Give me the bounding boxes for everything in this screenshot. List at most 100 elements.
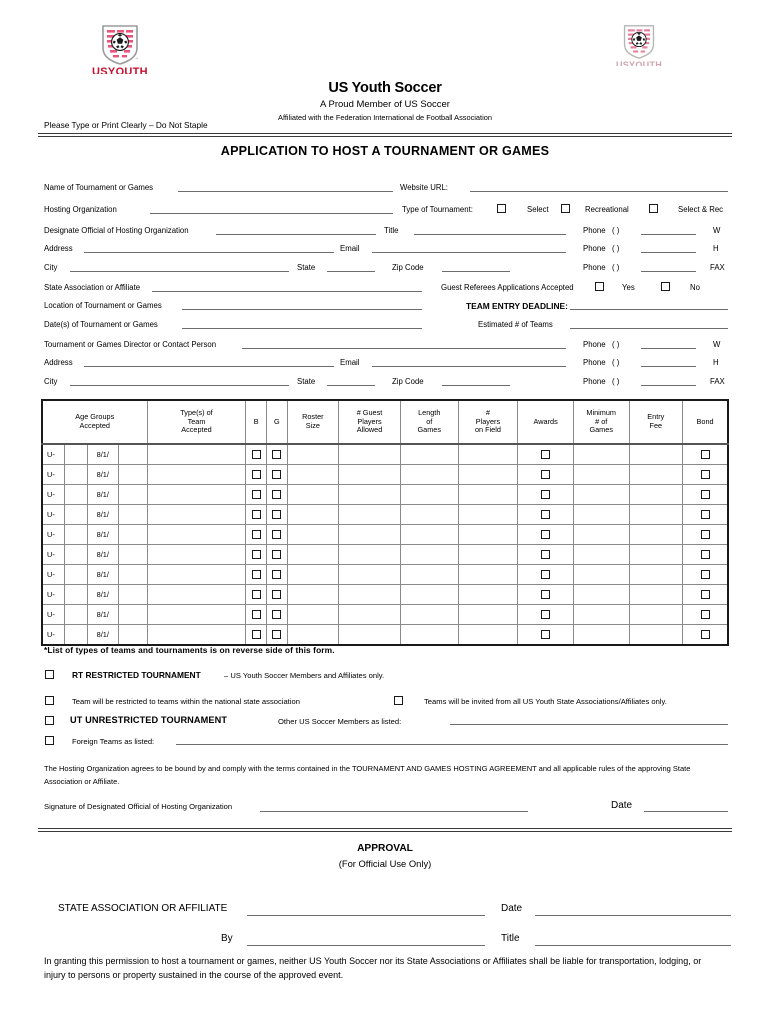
cell-girls-checkbox[interactable] bbox=[272, 470, 282, 480]
cell-bond-checkbox[interactable] bbox=[700, 610, 710, 620]
cell-date-value[interactable] bbox=[117, 564, 148, 585]
cell-girls-checkbox[interactable] bbox=[272, 510, 282, 520]
cell-age-value[interactable] bbox=[64, 524, 88, 545]
cell-date-value[interactable] bbox=[117, 584, 148, 605]
director-phone-area-code-fax[interactable]: ( ) bbox=[612, 377, 620, 386]
cell-awards[interactable] bbox=[517, 484, 574, 505]
cell-minimum-games[interactable] bbox=[572, 544, 630, 565]
cell-length-of-games[interactable] bbox=[399, 544, 459, 565]
cell-entry-fee[interactable] bbox=[628, 484, 684, 505]
input-approval-by[interactable] bbox=[247, 945, 485, 946]
cell-boys-checkbox[interactable] bbox=[251, 570, 261, 580]
cell-players-on-field[interactable] bbox=[457, 584, 519, 605]
cell-type-of-team[interactable] bbox=[146, 524, 247, 545]
cell-players-on-field[interactable] bbox=[457, 544, 519, 565]
cell-roster-size[interactable] bbox=[286, 604, 340, 625]
cell-awards-checkbox[interactable] bbox=[541, 530, 551, 540]
phone-area-code-fax[interactable]: ( ) bbox=[612, 263, 620, 272]
table-row[interactable]: U- 8/1/ bbox=[41, 624, 729, 646]
cell-minimum-games[interactable] bbox=[572, 604, 630, 625]
table-row[interactable]: U- 8/1/ bbox=[41, 443, 729, 465]
input-org-state[interactable] bbox=[327, 271, 375, 272]
input-org-city[interactable] bbox=[70, 271, 289, 272]
phone-area-code-work[interactable]: ( ) bbox=[612, 226, 620, 235]
cell-type-of-team[interactable] bbox=[146, 484, 247, 505]
cell-boys-checkbox[interactable] bbox=[251, 610, 261, 620]
cell-length-of-games[interactable] bbox=[399, 564, 459, 585]
cell-minimum-games[interactable] bbox=[572, 584, 630, 605]
input-signature-designated-official[interactable] bbox=[260, 811, 528, 812]
cell-minimum-games[interactable] bbox=[572, 464, 630, 485]
cell-date-value[interactable] bbox=[117, 464, 148, 485]
input-location-of-tournament[interactable] bbox=[182, 309, 422, 310]
cell-girls-checkbox[interactable] bbox=[272, 530, 282, 540]
cell-guest-players[interactable] bbox=[338, 443, 401, 465]
cell-type-of-team[interactable] bbox=[146, 504, 247, 525]
cell-bond[interactable] bbox=[682, 464, 729, 485]
cell-age-value[interactable] bbox=[64, 604, 88, 625]
cell-girls[interactable] bbox=[266, 524, 288, 545]
cell-roster-size[interactable] bbox=[286, 443, 340, 465]
cell-boys[interactable] bbox=[245, 544, 268, 565]
input-designate-official[interactable] bbox=[216, 234, 376, 235]
cell-roster-size[interactable] bbox=[286, 624, 340, 646]
cell-type-of-team[interactable] bbox=[146, 464, 247, 485]
cell-boys[interactable] bbox=[245, 564, 268, 585]
cell-awards[interactable] bbox=[517, 624, 574, 646]
cell-girls[interactable] bbox=[266, 604, 288, 625]
cell-players-on-field[interactable] bbox=[457, 443, 519, 465]
cell-length-of-games[interactable] bbox=[399, 484, 459, 505]
cell-roster-size[interactable] bbox=[286, 464, 340, 485]
checkbox-guest-referees-yes[interactable] bbox=[595, 282, 604, 291]
cell-awards-checkbox[interactable] bbox=[541, 510, 551, 520]
cell-bond[interactable] bbox=[682, 564, 729, 585]
cell-entry-fee[interactable] bbox=[628, 443, 684, 465]
cell-length-of-games[interactable] bbox=[399, 443, 459, 465]
table-row[interactable]: U- 8/1/ bbox=[41, 464, 729, 485]
cell-players-on-field[interactable] bbox=[457, 484, 519, 505]
input-org-email[interactable] bbox=[372, 252, 566, 253]
cell-bond[interactable] bbox=[682, 524, 729, 545]
director-phone-area-code-work[interactable]: ( ) bbox=[612, 340, 620, 349]
input-phone-home[interactable] bbox=[641, 252, 696, 253]
cell-minimum-games[interactable] bbox=[572, 443, 630, 465]
cell-type-of-team[interactable] bbox=[146, 604, 247, 625]
cell-awards[interactable] bbox=[517, 584, 574, 605]
cell-girls[interactable] bbox=[266, 504, 288, 525]
cell-roster-size[interactable] bbox=[286, 544, 340, 565]
phone-area-code-home[interactable]: ( ) bbox=[612, 244, 620, 253]
cell-boys-checkbox[interactable] bbox=[251, 490, 261, 500]
cell-boys[interactable] bbox=[245, 504, 268, 525]
cell-guest-players[interactable] bbox=[338, 544, 401, 565]
table-row[interactable]: U- 8/1/ bbox=[41, 544, 729, 565]
cell-date-value[interactable] bbox=[117, 604, 148, 625]
input-phone-work[interactable] bbox=[641, 234, 696, 235]
cell-type-of-team[interactable] bbox=[146, 544, 247, 565]
cell-type-of-team[interactable] bbox=[146, 584, 247, 605]
input-hosting-organization[interactable] bbox=[150, 213, 393, 214]
cell-girls[interactable] bbox=[266, 484, 288, 505]
cell-girls[interactable] bbox=[266, 443, 288, 465]
cell-type-of-team[interactable] bbox=[146, 443, 247, 465]
cell-date-value[interactable] bbox=[117, 524, 148, 545]
cell-entry-fee[interactable] bbox=[628, 504, 684, 525]
cell-girls[interactable] bbox=[266, 464, 288, 485]
cell-players-on-field[interactable] bbox=[457, 524, 519, 545]
cell-boys[interactable] bbox=[245, 524, 268, 545]
checkbox-tournament-type-select[interactable] bbox=[497, 204, 506, 213]
cell-awards-checkbox[interactable] bbox=[541, 630, 551, 640]
cell-awards[interactable] bbox=[517, 504, 574, 525]
cell-length-of-games[interactable] bbox=[399, 604, 459, 625]
cell-players-on-field[interactable] bbox=[457, 464, 519, 485]
cell-date-value[interactable] bbox=[117, 544, 148, 565]
table-row[interactable]: U- 8/1/ bbox=[41, 484, 729, 505]
checkbox-tournament-type-recreational[interactable] bbox=[561, 204, 570, 213]
input-director-address[interactable] bbox=[84, 366, 334, 367]
cell-bond-checkbox[interactable] bbox=[700, 490, 710, 500]
cell-bond-checkbox[interactable] bbox=[700, 530, 710, 540]
cell-girls-checkbox[interactable] bbox=[272, 590, 282, 600]
cell-girls[interactable] bbox=[266, 624, 288, 646]
cell-minimum-games[interactable] bbox=[572, 624, 630, 646]
cell-awards-checkbox[interactable] bbox=[541, 590, 551, 600]
cell-bond[interactable] bbox=[682, 443, 729, 465]
